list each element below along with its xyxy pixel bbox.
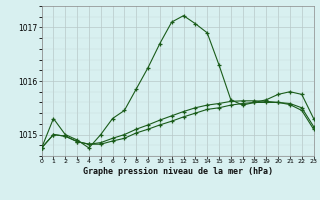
X-axis label: Graphe pression niveau de la mer (hPa): Graphe pression niveau de la mer (hPa) xyxy=(83,167,273,176)
